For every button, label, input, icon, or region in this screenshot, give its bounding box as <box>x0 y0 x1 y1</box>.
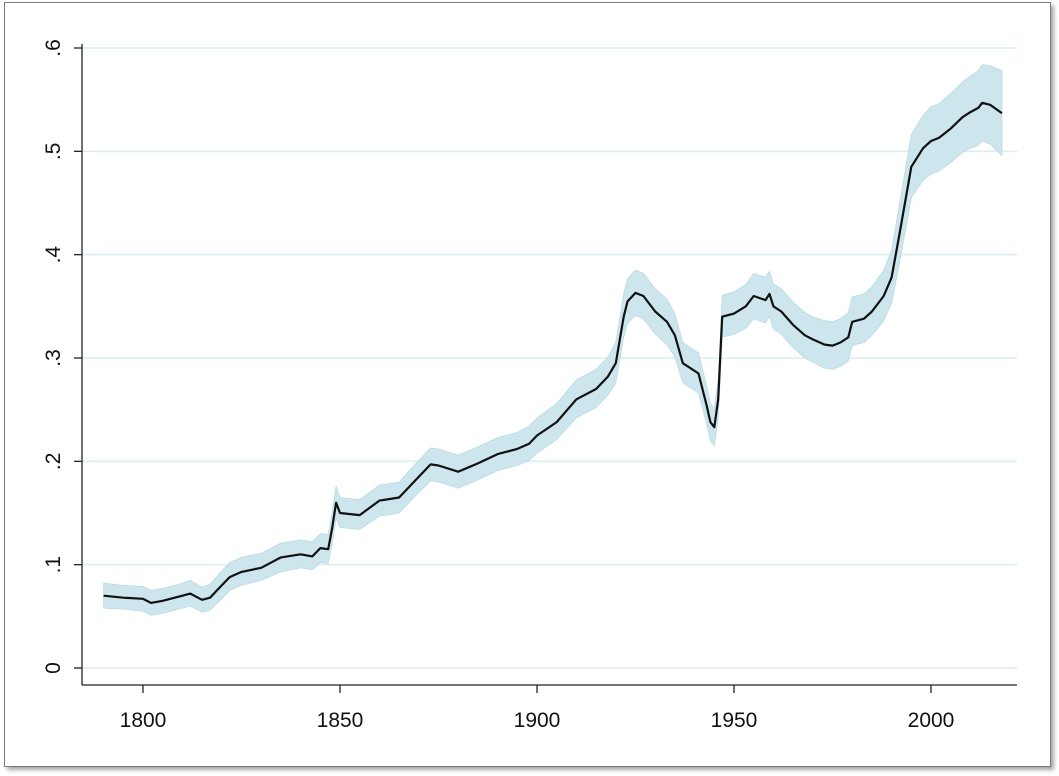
x-tick-label-1: 1850 <box>317 709 364 732</box>
confidence-band <box>103 64 1003 616</box>
y-tick-label-0: 0 <box>42 662 65 674</box>
series-line <box>103 101 1003 604</box>
x-axis-ticks: 1800 1850 1900 1950 2000 <box>120 685 955 732</box>
x-tick-label-0: 1800 <box>120 709 167 732</box>
y-tick-label-4: .4 <box>42 246 65 264</box>
y-tick-label-1: .1 <box>42 556 65 574</box>
x-tick-label-2: 1900 <box>514 709 561 732</box>
x-tick-label-4: 2000 <box>908 709 955 732</box>
x-tick-label-3: 1950 <box>711 709 758 732</box>
y-axis-ticks: 0 .1 .2 .3 .4 .5 .6 <box>42 39 82 674</box>
y-tick-label-6: .6 <box>42 39 65 57</box>
y-tick-label-5: .5 <box>42 143 65 161</box>
y-tick-label-3: .3 <box>42 349 65 367</box>
y-tick-label-2: .2 <box>42 453 65 471</box>
chart-frame <box>4 2 1051 767</box>
